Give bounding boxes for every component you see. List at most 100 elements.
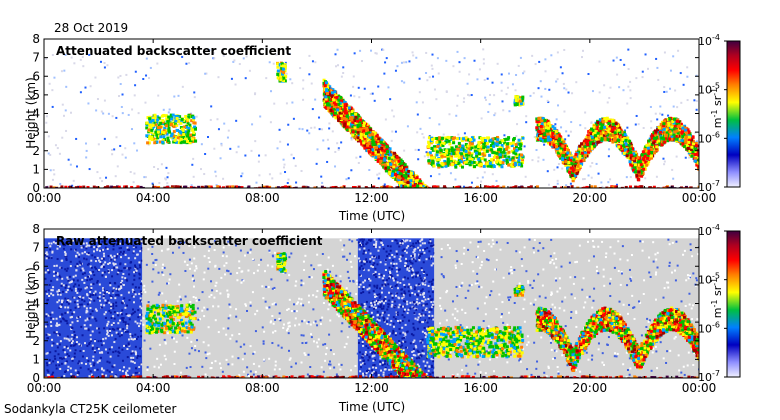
backscatter-pixel <box>454 160 458 164</box>
backscatter-pixel <box>358 126 362 130</box>
backscatter-pixel <box>370 148 374 152</box>
noise-pixel <box>485 98 488 101</box>
backscatter-pixel <box>207 186 211 188</box>
backscatter-pixel <box>508 142 512 146</box>
backscatter-pixel <box>379 159 383 163</box>
backscatter-pixel <box>186 131 190 135</box>
noise-pixel <box>271 177 274 180</box>
backscatter-pixel <box>510 144 514 148</box>
noise-pixel <box>547 183 550 186</box>
backscatter-pixel <box>520 164 524 168</box>
backscatter-pixel <box>457 161 461 165</box>
backscatter-pixel <box>478 152 482 156</box>
backscatter-pixel <box>418 178 422 182</box>
noise-pixel <box>59 182 62 185</box>
backscatter-pixel <box>156 118 160 122</box>
noise-pixel <box>193 96 196 99</box>
backscatter-pixel <box>280 64 284 68</box>
backscatter-pixel <box>628 185 632 188</box>
backscatter-pixel <box>155 133 159 137</box>
noise-pixel <box>425 51 428 54</box>
backscatter-pixel <box>493 153 497 157</box>
backscatter-pixel <box>506 137 510 141</box>
backscatter-pixel <box>351 124 355 128</box>
backscatter-pixel <box>161 120 165 124</box>
backscatter-pixel <box>450 149 454 153</box>
backscatter-pixel <box>184 130 188 134</box>
noise-pixel <box>352 85 355 88</box>
noise-pixel <box>287 123 290 126</box>
backscatter-pixel <box>192 133 196 137</box>
noise-pixel <box>609 86 612 89</box>
noise-pixel <box>511 83 514 86</box>
noise-pixel <box>70 111 73 114</box>
backscatter-pixel <box>192 186 196 188</box>
backscatter-pixel <box>467 149 471 153</box>
backscatter-pixel <box>397 178 401 182</box>
backscatter-pixel <box>328 85 332 89</box>
backscatter-pixel <box>281 69 285 73</box>
noise-pixel <box>75 165 78 168</box>
noise-pixel <box>308 54 311 57</box>
backscatter-pixel <box>410 182 414 186</box>
backscatter-pixel <box>340 186 344 188</box>
backscatter-pixel <box>174 140 178 144</box>
backscatter-pixel <box>168 130 172 134</box>
noise-pixel <box>591 90 594 93</box>
noise-pixel <box>292 157 295 160</box>
backscatter-pixel <box>503 141 507 145</box>
noise-pixel <box>215 175 218 178</box>
backscatter-pixel <box>148 137 152 141</box>
backscatter-pixel <box>394 177 398 181</box>
backscatter-pixel <box>414 174 418 178</box>
backscatter-pixel <box>225 185 229 188</box>
backscatter-pixel <box>431 137 435 141</box>
backscatter-pixel <box>516 95 520 99</box>
backscatter-pixel <box>276 72 280 76</box>
backscatter-pixel <box>390 174 394 178</box>
backscatter-pixel <box>145 121 149 125</box>
noise-pixel <box>516 123 519 126</box>
noise-pixel <box>654 112 657 115</box>
noise-pixel <box>417 148 420 151</box>
heatmap-layer <box>45 48 699 188</box>
noise-pixel <box>517 64 520 67</box>
backscatter-pixel <box>359 118 363 122</box>
backscatter-pixel <box>162 135 166 139</box>
backscatter-pixel <box>483 185 487 188</box>
noise-pixel <box>94 76 97 79</box>
backscatter-pixel <box>515 101 519 105</box>
noise-pixel <box>491 81 494 84</box>
backscatter-pixel <box>620 186 624 188</box>
backscatter-pixel <box>394 164 398 168</box>
backscatter-pixel <box>450 146 454 150</box>
noise-pixel <box>173 95 176 98</box>
noise-pixel <box>167 111 170 114</box>
backscatter-pixel <box>279 78 283 82</box>
noise-pixel <box>103 137 106 140</box>
backscatter-pixel <box>460 154 464 158</box>
backscatter-pixel <box>470 146 474 150</box>
backscatter-pixel <box>193 125 197 129</box>
backscatter-pixel <box>156 130 160 134</box>
backscatter-pixel <box>392 153 396 157</box>
backscatter-pixel <box>406 181 410 185</box>
noise-pixel <box>537 156 540 159</box>
backscatter-pixel <box>343 103 347 107</box>
backscatter-pixel <box>149 126 153 130</box>
backscatter-pixel <box>281 64 285 68</box>
backscatter-pixel <box>167 126 171 130</box>
noise-pixel <box>259 115 262 118</box>
backscatter-pixel <box>159 121 163 125</box>
backscatter-pixel <box>457 158 461 162</box>
backscatter-pixel <box>329 108 333 112</box>
noise-pixel <box>119 144 122 147</box>
backscatter-pixel <box>512 147 516 151</box>
backscatter-pixel <box>187 129 191 133</box>
backscatter-pixel <box>440 154 444 158</box>
backscatter-pixel <box>355 113 359 117</box>
noise-pixel <box>396 65 399 68</box>
noise-pixel <box>672 105 675 108</box>
noise-pixel <box>306 129 309 132</box>
noise-pixel <box>376 173 379 176</box>
